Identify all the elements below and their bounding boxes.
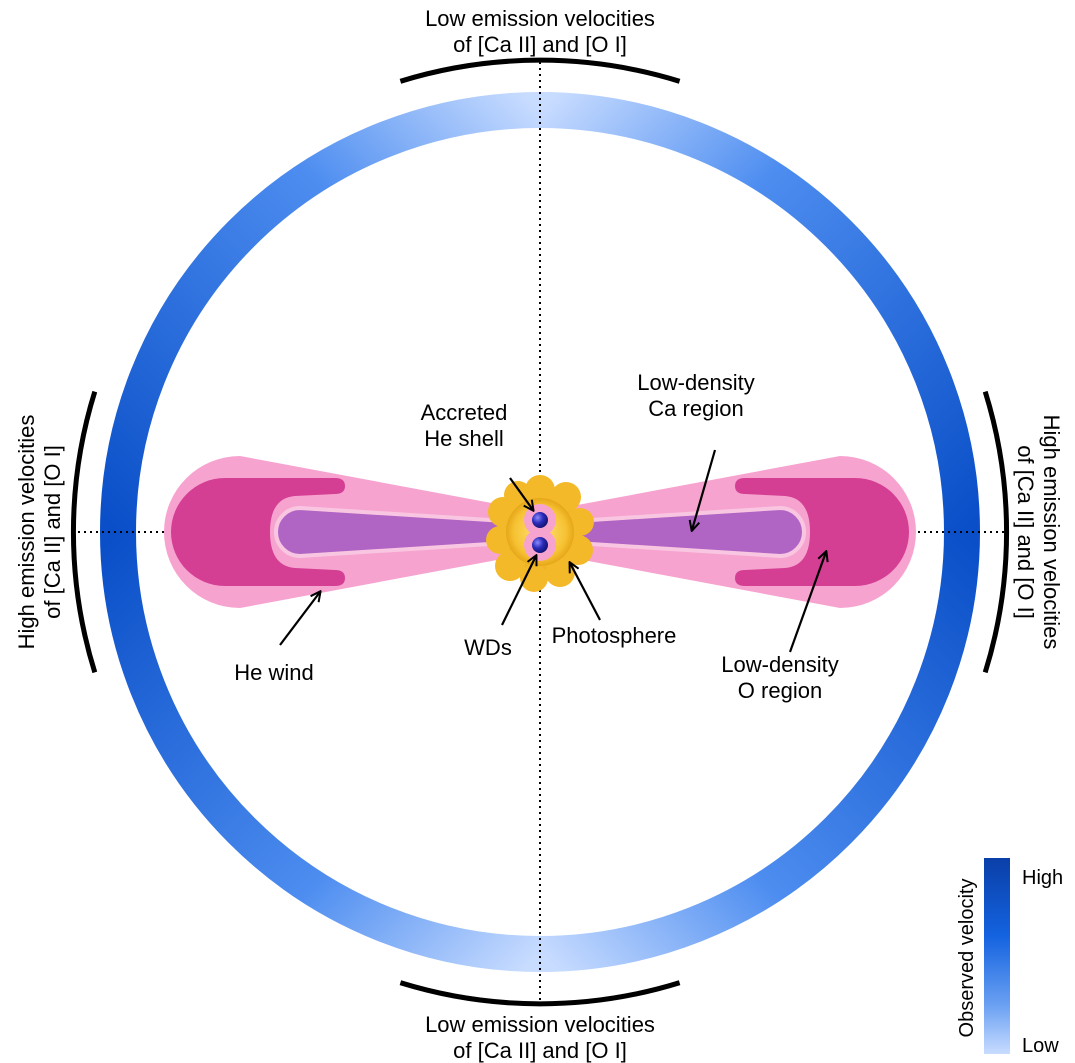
- left-label-line2: of [Ca II] and [O I]: [40, 445, 65, 619]
- labels: Low emission velocities of [Ca II] and […: [14, 6, 1064, 1063]
- annotation-arrows: [279, 449, 826, 653]
- photosphere-lobe: [520, 564, 548, 592]
- legend-low-label: Low: [1022, 1035, 1059, 1057]
- ca-region-left: [274, 505, 522, 559]
- photosphere-lobe: [525, 475, 555, 505]
- arc-bottom: [399, 980, 681, 1007]
- arrow-photosphere: [570, 563, 601, 621]
- o-region-right: [735, 478, 909, 586]
- arrow-wds: [501, 556, 536, 626]
- o-region-left: [171, 478, 345, 586]
- ca-region-label-line2: Ca region: [648, 396, 743, 421]
- ejecta: [164, 456, 916, 608]
- legend-title: Observed velocity: [956, 879, 978, 1038]
- legend-high-label: High: [1022, 867, 1063, 889]
- arrow-ca-region: [692, 449, 717, 530]
- ring-segment-top-right: [539, 92, 980, 533]
- arc-top: [399, 57, 681, 84]
- arrow-accreted-he-shell: [509, 477, 533, 510]
- bottom-label-line1: Low emission velocities: [425, 1012, 655, 1037]
- accreted-label-line1: Accreted: [421, 400, 508, 425]
- white-dwarf-upper: [532, 512, 548, 528]
- arc-left: [70, 390, 98, 674]
- bottom-label-line2: of [Ca II] and [O I]: [453, 1038, 627, 1063]
- he-wind-label: He wind: [234, 660, 313, 685]
- legend-colorbar: [984, 858, 1010, 1054]
- left-label-line1: High emission velocities: [14, 415, 39, 650]
- arc-right: [982, 390, 1010, 674]
- ring-segment-bottom-left: [100, 531, 541, 972]
- velocity-ring: [100, 92, 980, 972]
- top-label-line2: of [Ca II] and [O I]: [453, 32, 627, 57]
- ca-region-right: [558, 505, 806, 559]
- top-label-line1: Low emission velocities: [425, 6, 655, 31]
- ring-segment-bottom-right: [539, 531, 980, 972]
- accreted-label-line2: He shell: [424, 426, 503, 451]
- photosphere-lobe: [545, 557, 575, 587]
- wds-label: WDs: [464, 635, 512, 660]
- velocity-legend: Observed velocity High Low: [956, 858, 1063, 1057]
- photosphere-label: Photosphere: [552, 623, 677, 648]
- arrow-o-region: [788, 552, 826, 653]
- o-region-label-line2: O region: [738, 678, 822, 703]
- right-label-line1: High emission velocities: [1039, 415, 1064, 650]
- ring-segment-top-left: [100, 92, 541, 533]
- white-dwarf-lower: [532, 537, 548, 553]
- photosphere-lobe: [495, 551, 525, 581]
- o-region-label-line1: Low-density: [721, 652, 838, 677]
- outer-arcs: [70, 57, 1010, 1007]
- arrow-he-wind: [279, 592, 320, 646]
- right-label-line2: of [Ca II] and [O I]: [1013, 445, 1038, 619]
- ca-region-label-line1: Low-density: [637, 370, 754, 395]
